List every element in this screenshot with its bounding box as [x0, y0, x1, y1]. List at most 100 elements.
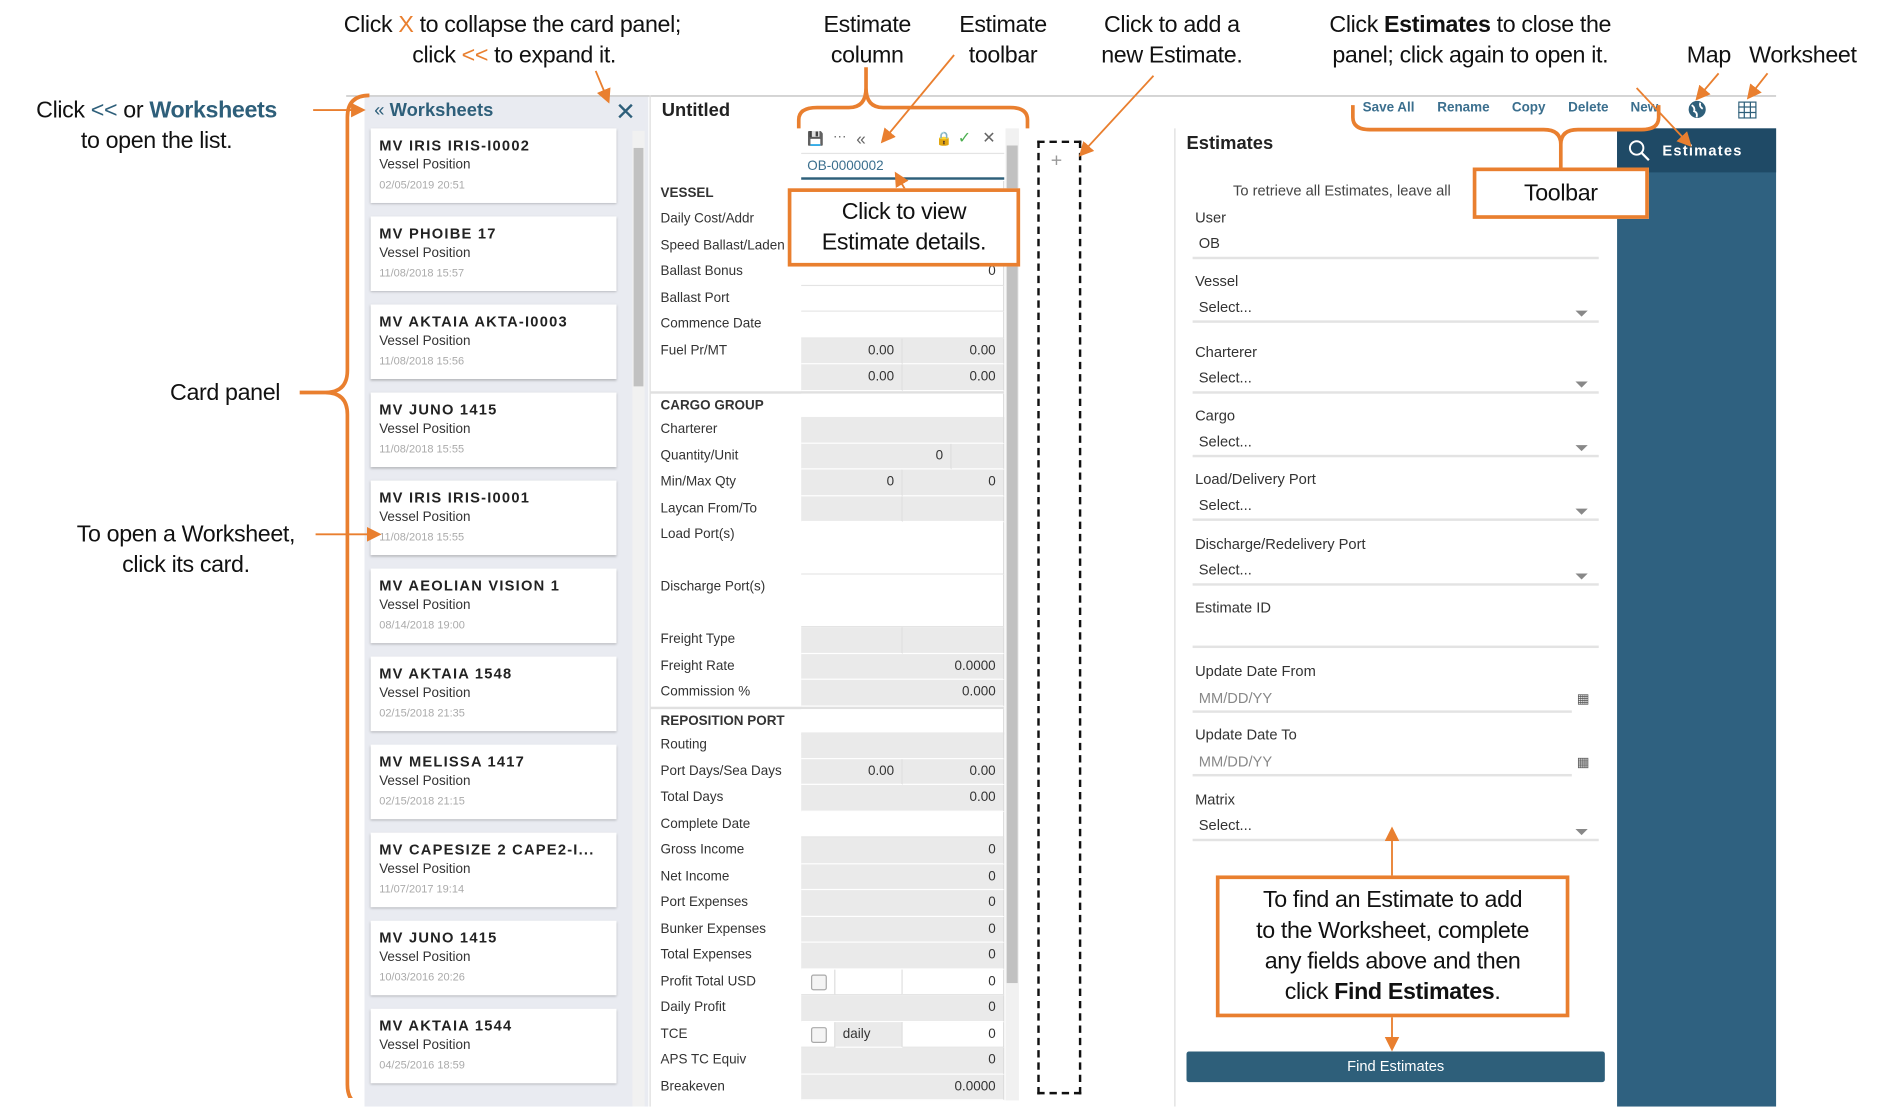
- select-dropdown[interactable]: Select...: [1198, 496, 1252, 514]
- expand-chevrons-icon[interactable]: «: [374, 100, 385, 122]
- estimate-cell[interactable]: 0.00: [902, 338, 1005, 365]
- estimate-row: Freight Rate 0.0000: [650, 653, 1005, 680]
- estimate-cell[interactable]: 0.00: [801, 338, 903, 365]
- estimate-cell[interactable]: 0: [801, 916, 1005, 943]
- row-label: Freight Type: [660, 632, 736, 647]
- estimate-cell[interactable]: [801, 311, 1005, 339]
- globe-icon[interactable]: [1688, 100, 1706, 118]
- collapse-chevrons-icon[interactable]: «: [856, 128, 866, 148]
- worksheet-card[interactable]: MV AKTAIA 1548 Vessel Position 02/15/2018 …: [370, 656, 617, 732]
- select-dropdown[interactable]: Select...: [1198, 561, 1252, 579]
- estimate-cell[interactable]: 0: [801, 863, 1005, 891]
- estimate-cell[interactable]: 0: [801, 443, 952, 470]
- select-dropdown[interactable]: Select...: [1198, 298, 1252, 316]
- text-input[interactable]: OB: [1198, 234, 1220, 252]
- save-icon[interactable]: 💾: [807, 132, 825, 147]
- estimate-cell[interactable]: 0: [902, 469, 1005, 496]
- estimate-cell[interactable]: [801, 574, 1005, 628]
- row-label: Port Expenses: [660, 895, 749, 910]
- select-dropdown[interactable]: Select...: [1198, 432, 1252, 450]
- worksheet-card[interactable]: MV JUNO 1415 Vessel Position 11/08/2018 15…: [370, 392, 617, 468]
- estimate-cell[interactable]: 0.000: [801, 679, 1005, 707]
- chevron-down-icon[interactable]: [1575, 310, 1588, 317]
- card-date: 02/15/2018 21:15: [379, 794, 465, 807]
- worksheet-card[interactable]: MV CAPESIZE 2 CAPE2-I... Vessel Position 1…: [370, 832, 617, 908]
- estimate-cell[interactable]: [801, 732, 1005, 759]
- right-sidebar: Estimates: [1617, 128, 1777, 1107]
- row-label: Freight Rate: [660, 658, 735, 674]
- chevron-down-icon[interactable]: [1575, 445, 1588, 452]
- worksheet-card[interactable]: MV AEOLIAN VISION 1 Vessel Position 08/14/…: [370, 568, 617, 644]
- close-estimate-icon[interactable]: ✕: [982, 128, 996, 147]
- save-all-button[interactable]: Save All: [1362, 100, 1415, 115]
- select-dropdown[interactable]: Select...: [1198, 816, 1252, 834]
- estimate-cell[interactable]: [801, 627, 903, 654]
- worksheet-card[interactable]: MV IRIS IRIS-I0001 Vessel Position 11/08/2…: [370, 480, 617, 556]
- worksheets-header[interactable]: « Worksheets: [374, 100, 493, 121]
- estimate-cell[interactable]: 0.00: [902, 758, 1005, 785]
- scrollbar-thumb[interactable]: [1006, 145, 1018, 984]
- estimate-cell[interactable]: [801, 285, 1005, 312]
- plus-icon[interactable]: +: [1050, 150, 1063, 172]
- chevron-down-icon[interactable]: [1575, 573, 1588, 580]
- date-input[interactable]: MM/DD/YY: [1198, 753, 1273, 771]
- calendar-icon[interactable]: ▦: [1576, 692, 1590, 707]
- worksheet-card[interactable]: MV AKTAIA 1544 Vessel Position 04/25/2016 …: [370, 1008, 617, 1084]
- estimate-cell[interactable]: [801, 416, 1005, 444]
- estimate-cell[interactable]: 0.00: [801, 364, 903, 391]
- cell-value: 0.00: [867, 763, 895, 779]
- worksheet-card[interactable]: MV JUNO 1415 Vessel Position 10/03/2016 20…: [370, 920, 617, 996]
- estimate-cell[interactable]: [801, 968, 836, 996]
- estimate-cell[interactable]: [951, 443, 1005, 470]
- estimate-cell[interactable]: [902, 495, 1005, 523]
- estimate-cell[interactable]: 0.00: [902, 364, 1005, 391]
- worksheet-card[interactable]: MV AKTAIA AKTA-I0003 Vessel Position 11/08…: [370, 304, 617, 380]
- card-title: MV IRIS IRIS-I0001: [379, 489, 531, 507]
- more-icon[interactable]: ···: [832, 129, 847, 145]
- checkbox[interactable]: [810, 1026, 827, 1043]
- worksheet-card[interactable]: MV IRIS IRIS-I0002 Vessel Position 02/05/2…: [370, 128, 617, 203]
- estimate-cell[interactable]: 0: [801, 837, 1005, 864]
- estimate-cell[interactable]: 0: [801, 995, 1005, 1022]
- estimate-cell[interactable]: [801, 1021, 836, 1048]
- estimate-cell[interactable]: [902, 627, 1005, 654]
- estimate-cell[interactable]: daily: [835, 1021, 903, 1048]
- date-input[interactable]: MM/DD/YY: [1198, 689, 1273, 707]
- card-panel-scrollbar[interactable]: [632, 130, 645, 1107]
- close-icon[interactable]: ✕: [615, 99, 636, 126]
- estimate-cell[interactable]: 0: [801, 890, 1005, 917]
- checkbox[interactable]: [810, 973, 827, 990]
- select-dropdown[interactable]: Select...: [1198, 369, 1252, 387]
- estimate-scrollbar[interactable]: [1005, 128, 1019, 1101]
- find-estimates-button[interactable]: Find Estimates: [1186, 1051, 1605, 1083]
- estimate-cell[interactable]: 0.0000: [801, 653, 1005, 680]
- worksheets-title[interactable]: Worksheets: [389, 100, 494, 122]
- delete-button[interactable]: Delete: [1568, 100, 1609, 115]
- estimate-cell[interactable]: [835, 968, 903, 996]
- estimate-cell[interactable]: 0: [801, 469, 903, 496]
- estimate-cell[interactable]: 0.00: [801, 784, 1005, 812]
- estimate-cell[interactable]: [801, 522, 1005, 575]
- worksheet-card[interactable]: MV PHOIBE 17 Vessel Position 11/08/2018 15…: [370, 216, 617, 292]
- chevron-down-icon[interactable]: [1575, 508, 1588, 515]
- chevron-down-icon[interactable]: [1575, 828, 1588, 836]
- estimate-cell[interactable]: 0.00: [801, 758, 903, 785]
- rename-button[interactable]: Rename: [1437, 100, 1490, 115]
- grid-icon[interactable]: [1738, 101, 1757, 119]
- add-estimate-area[interactable]: +: [1037, 140, 1082, 1095]
- estimate-cell[interactable]: [801, 495, 903, 523]
- chevron-down-icon[interactable]: [1575, 381, 1588, 388]
- open-worksheet-note: To open a Worksheet, click its card.: [76, 522, 296, 579]
- row-label: Routing: [660, 737, 707, 752]
- estimate-cell[interactable]: 0: [902, 1021, 1005, 1048]
- estimate-cell[interactable]: 0: [801, 1047, 1005, 1075]
- copy-button[interactable]: Copy: [1511, 100, 1546, 115]
- estimate-cell[interactable]: [801, 811, 1005, 838]
- scrollbar-thumb[interactable]: [633, 147, 644, 387]
- check-icon[interactable]: ✓: [957, 128, 972, 147]
- worksheet-card[interactable]: MV MELISSA 1417 Vessel Position 02/15/2018…: [370, 744, 617, 820]
- estimate-cell[interactable]: 0: [902, 968, 1005, 996]
- lock-icon[interactable]: 🔒: [935, 132, 953, 147]
- calendar-icon[interactable]: ▦: [1576, 755, 1590, 771]
- estimate-cell[interactable]: 0: [801, 942, 1005, 969]
